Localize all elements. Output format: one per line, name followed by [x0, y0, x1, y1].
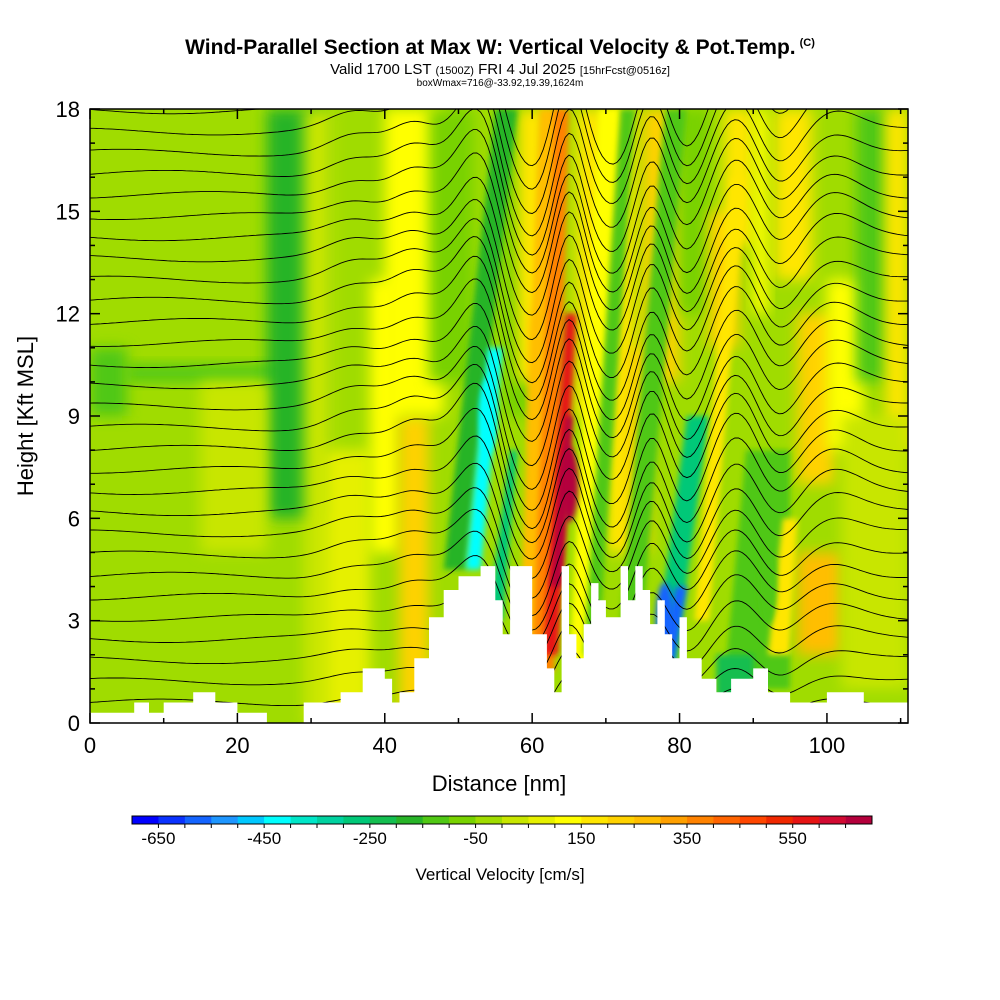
velocity-core-3 [758, 548, 777, 625]
colorbar-swatch [369, 816, 397, 824]
x-axis: 0 20 40 60 80 100 [84, 109, 902, 758]
isentrope [90, 326, 908, 467]
colorbar-swatch [237, 816, 265, 824]
colorbar-swatch [475, 816, 503, 824]
isentrope [90, 530, 908, 631]
colorbar-tick-label: -650 [141, 829, 175, 848]
y-tick-label: 12 [56, 302, 80, 327]
colorbar-swatch [290, 816, 318, 824]
velocity-core-0 [560, 446, 579, 523]
isentrope [90, 462, 908, 579]
colorbar-swatch [634, 816, 661, 824]
colorbar-swatch [211, 816, 239, 824]
colorbar-swatch [687, 816, 714, 824]
colorbar-swatch [396, 816, 424, 824]
colorbar-swatch [317, 816, 344, 824]
isentrope [90, 487, 908, 599]
isentrope [90, 236, 908, 384]
colorbar-swatch [502, 816, 529, 824]
isentrope [90, 346, 908, 490]
isentrope [90, 199, 908, 341]
chart-box-info: boxWmax=716@-33.92,19.39,1624m [416, 78, 584, 89]
colorbar-swatch [422, 816, 450, 824]
colorbar-swatch [449, 816, 476, 824]
colorbar-tick-label: -50 [463, 829, 488, 848]
isentrope [90, 109, 808, 190]
chart-subtitle: Valid 1700 LST (1500Z) FRI 4 Jul 2025 [1… [330, 61, 670, 78]
isentrope [90, 555, 908, 647]
velocity-core-1 [478, 378, 497, 454]
colorbar-swatch [132, 816, 159, 824]
isentrope [90, 435, 908, 560]
isentrope [90, 382, 908, 530]
x-tick-label: 0 [84, 733, 96, 758]
x-tick-label: 20 [225, 733, 249, 758]
x-tick-label: 100 [809, 733, 846, 758]
colorbar-swatch [739, 816, 767, 824]
vertical-velocity-field [90, 109, 908, 723]
colorbar-swatch [184, 816, 212, 824]
terrain-profile [90, 566, 908, 723]
x-tick-label: 80 [667, 733, 691, 758]
colorbar-swatch [660, 816, 688, 824]
x-tick-label: 40 [373, 733, 397, 758]
x-axis-label: Distance [nm] [432, 771, 567, 796]
isentrope [90, 129, 908, 274]
isentrope [90, 109, 908, 237]
colorbar-tick-label: -250 [353, 829, 387, 848]
colorbar-swatch [766, 816, 794, 824]
y-axis-label: Height [Kft MSL] [13, 336, 38, 496]
colorbar-swatch [554, 816, 582, 824]
colorbar-tick-label: 150 [567, 829, 595, 848]
isentrope [90, 176, 908, 316]
colorbar-swatch [158, 816, 186, 824]
colorbar-tick-label: 350 [673, 829, 701, 848]
colorbar-tick-label: -450 [247, 829, 281, 848]
isentrope [90, 152, 908, 293]
chart-title: Wind-Parallel Section at Max W: Vertical… [185, 36, 815, 59]
y-tick-label: 18 [56, 97, 80, 122]
y-tick-label: 6 [68, 506, 80, 531]
colorbar-swatch [607, 816, 635, 824]
isentrope [90, 508, 908, 617]
isentrope [90, 218, 908, 364]
colorbar-swatch [343, 816, 371, 824]
isentrope [90, 109, 908, 256]
colorbar-label: Vertical Velocity [cm/s] [415, 865, 584, 884]
x-tick-label: 60 [520, 733, 544, 758]
colorbar-swatch [581, 816, 609, 824]
colorbar-swatch [264, 816, 291, 824]
isentrope [90, 278, 908, 421]
y-tick-label: 15 [56, 199, 80, 224]
colorbar: -650 -450 -250 -50 150 350 550 [131, 815, 873, 848]
y-tick-label: 0 [68, 711, 80, 736]
terrain [90, 566, 908, 723]
y-tick-label: 9 [68, 404, 80, 429]
isentrope [90, 255, 908, 402]
colorbar-swatch [845, 816, 873, 824]
colorbar-swatch [819, 816, 846, 824]
isentrope [90, 363, 908, 511]
colorbar-swatch [792, 816, 820, 824]
isentrope [90, 302, 908, 442]
colorbar-swatch [713, 816, 741, 824]
y-tick-label: 3 [68, 609, 80, 634]
colorbar-swatch [528, 816, 556, 824]
isentrope [90, 109, 908, 214]
colorbar-tick-label: 550 [779, 829, 807, 848]
isentrope [90, 407, 908, 544]
y-axis: 0 3 6 9 12 15 18 [56, 97, 908, 736]
